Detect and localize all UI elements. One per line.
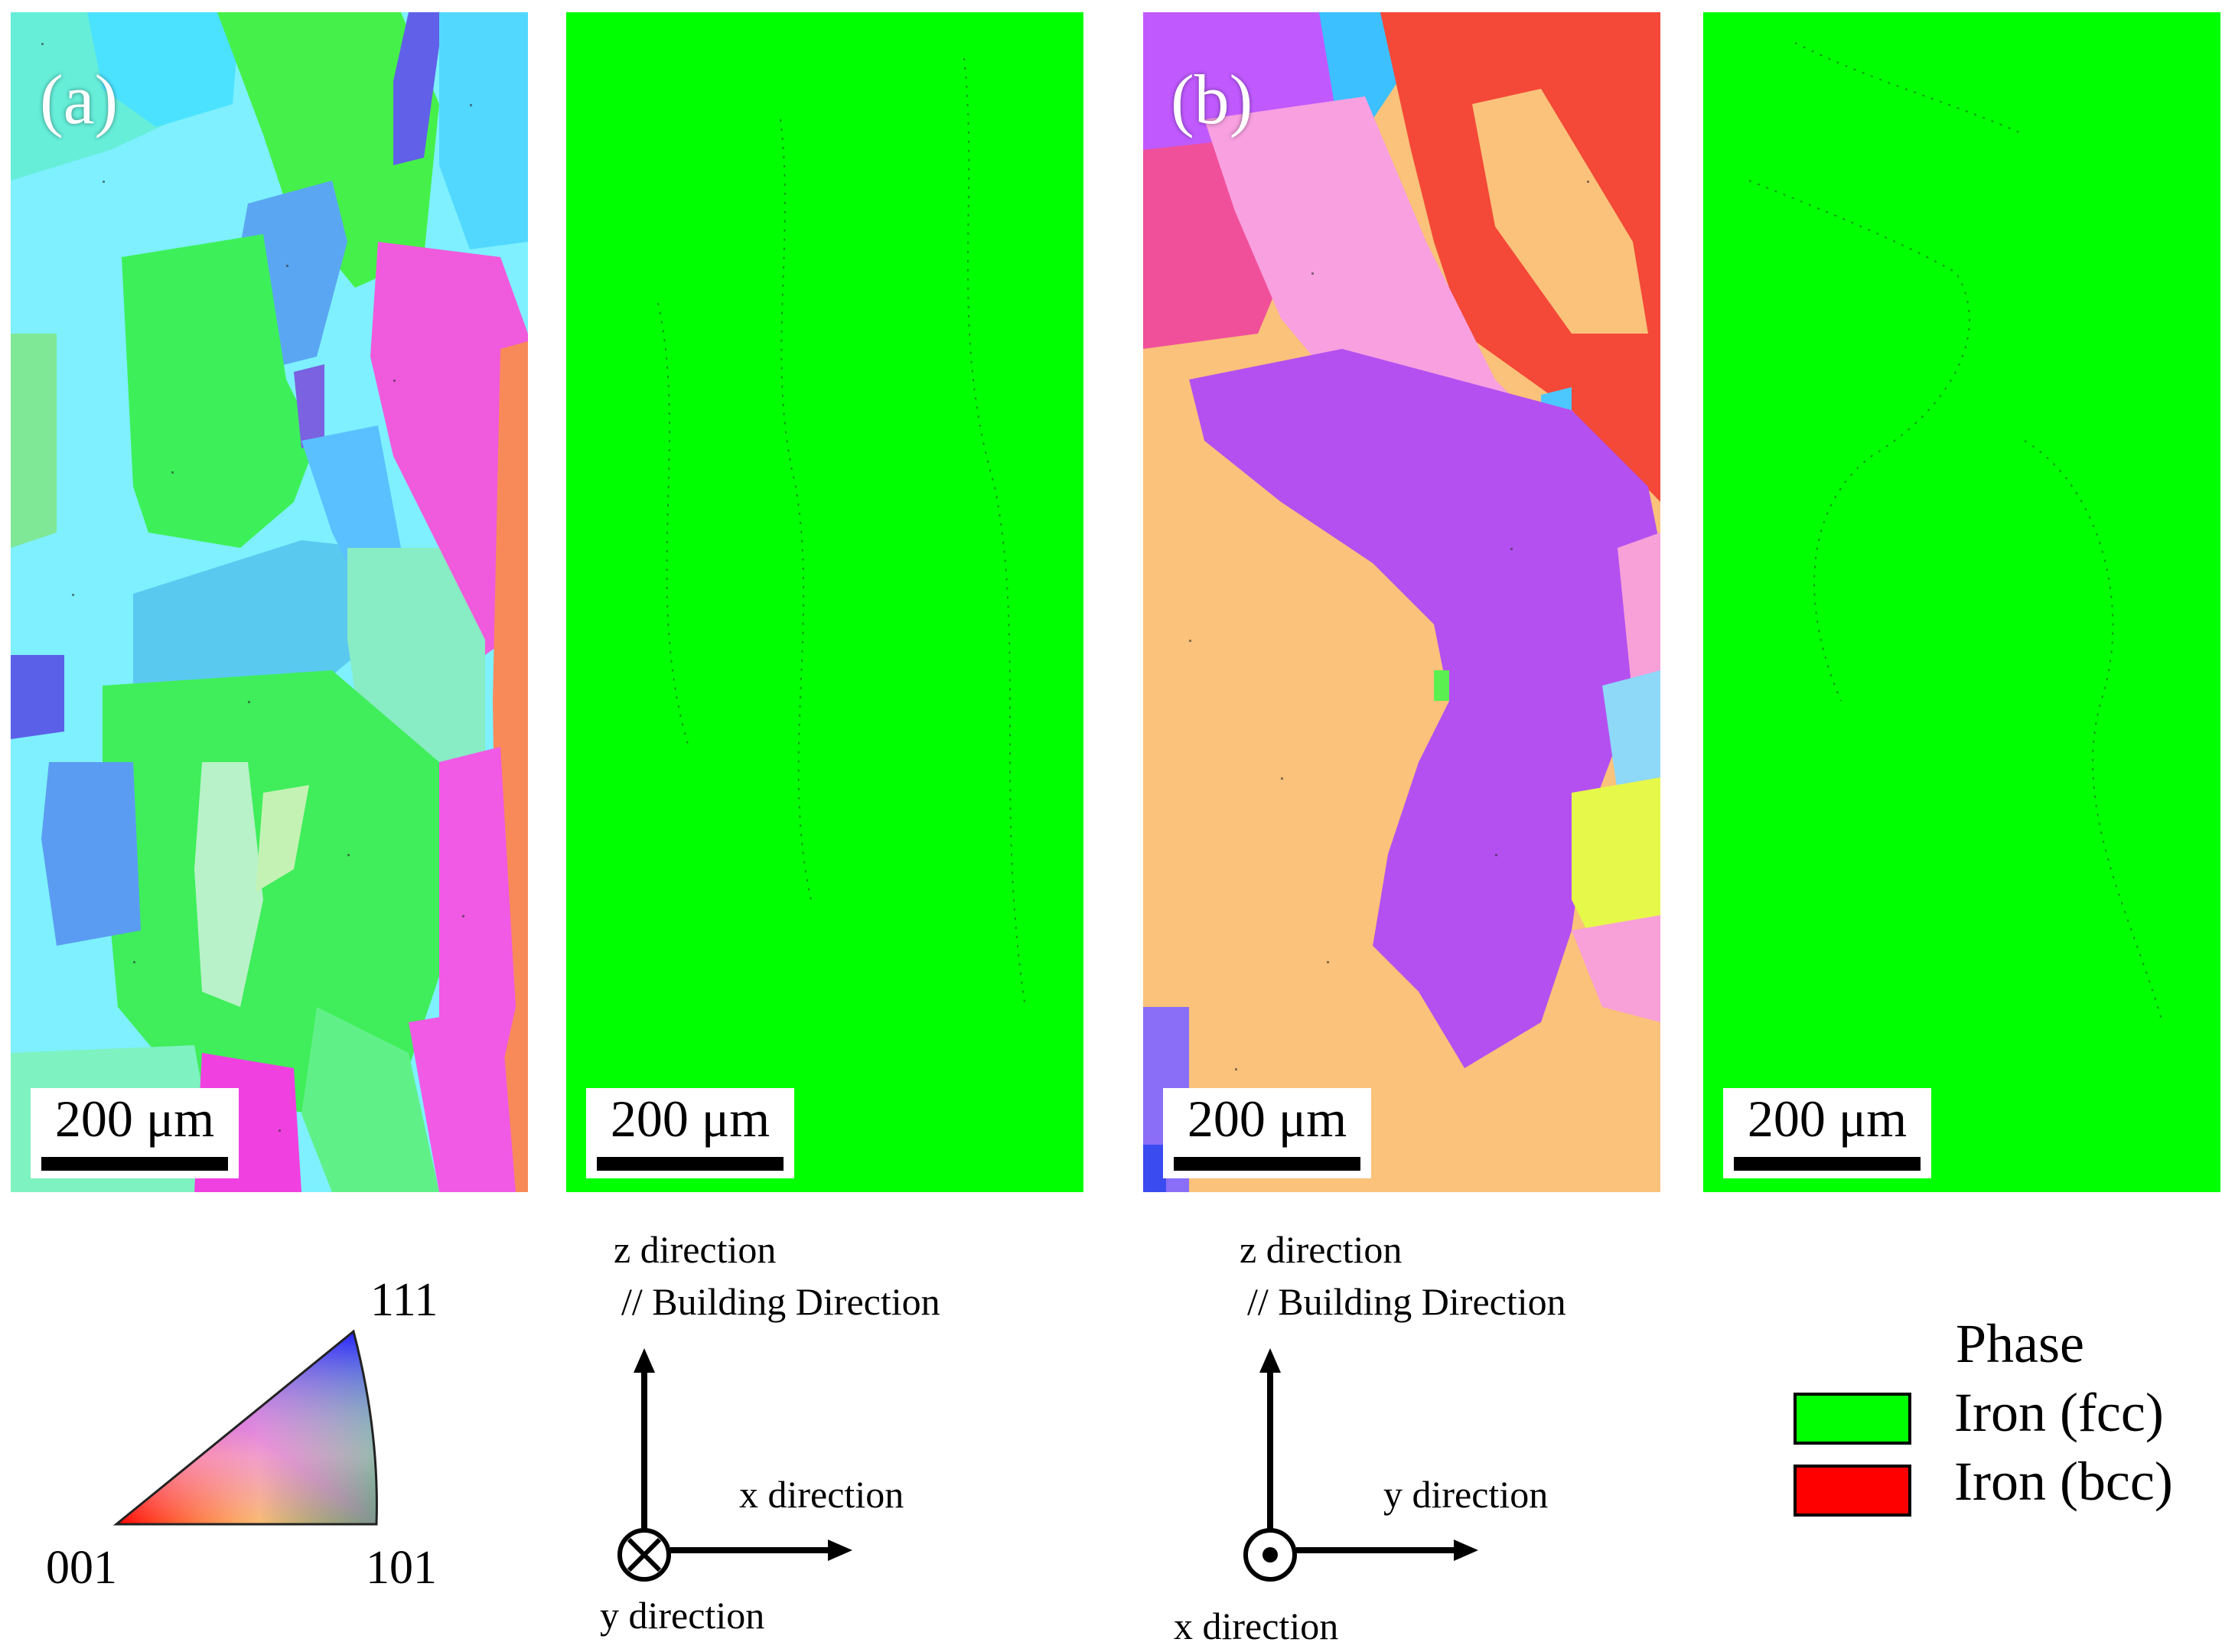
panel-b-label: (b) [1171, 60, 1253, 138]
scale-bar: 200 μm [1163, 1088, 1371, 1178]
scale-bar-line [41, 1157, 228, 1171]
axes-a-vertical-label: z direction [614, 1228, 777, 1271]
axes-b-vertical-label: z direction [1240, 1228, 1403, 1271]
phase-map-a: 200 μm [566, 12, 1083, 1192]
axes-b-out-of-plane-label: x direction [1174, 1605, 1339, 1647]
scale-bar-line [1174, 1157, 1360, 1171]
axes-b-diagram [1230, 1339, 1491, 1592]
scale-bar-label: 200 μm [54, 1090, 215, 1148]
ipf-vertex-101: 101 [366, 1542, 437, 1594]
scale-bar: 200 μm [1723, 1088, 1931, 1178]
scale-bar-label: 200 μm [1187, 1090, 1347, 1148]
axes-a-building-label: // Building Direction [621, 1280, 940, 1323]
ipf-vertex-001: 001 [46, 1542, 117, 1594]
phase-swatch-bcc [1794, 1465, 1911, 1517]
axes-a-diagram [604, 1339, 865, 1592]
ipf-map-a: (a) 200 μm [11, 12, 528, 1192]
scale-bar-line [1734, 1157, 1921, 1171]
ipf-color-key [107, 1316, 398, 1538]
axes-a-out-of-plane-label: y direction [600, 1594, 765, 1637]
phase-swatch-fcc [1794, 1393, 1911, 1445]
phase-legend-title: Phase [1956, 1313, 2084, 1374]
ipf-vertex-111: 111 [370, 1274, 438, 1326]
axes-b-building-label: // Building Direction [1247, 1280, 1566, 1323]
phase-label-fcc: Iron (fcc) [1954, 1382, 2164, 1443]
axes-b-horizontal-label: y direction [1383, 1473, 1549, 1516]
phase-map-b: 200 μm [1703, 12, 2220, 1192]
scale-bar: 200 μm [31, 1088, 239, 1178]
panel-a-label: (a) [40, 60, 119, 138]
axes-a-horizontal-label: x direction [739, 1473, 904, 1516]
scale-bar-label: 200 μm [610, 1090, 771, 1148]
scale-bar-line [597, 1157, 784, 1171]
scale-bar-label: 200 μm [1747, 1090, 1908, 1148]
ipf-map-b: (b) 200 μm [1143, 12, 1660, 1192]
phase-label-bcc: Iron (bcc) [1954, 1451, 2173, 1512]
scale-bar: 200 μm [586, 1088, 794, 1178]
